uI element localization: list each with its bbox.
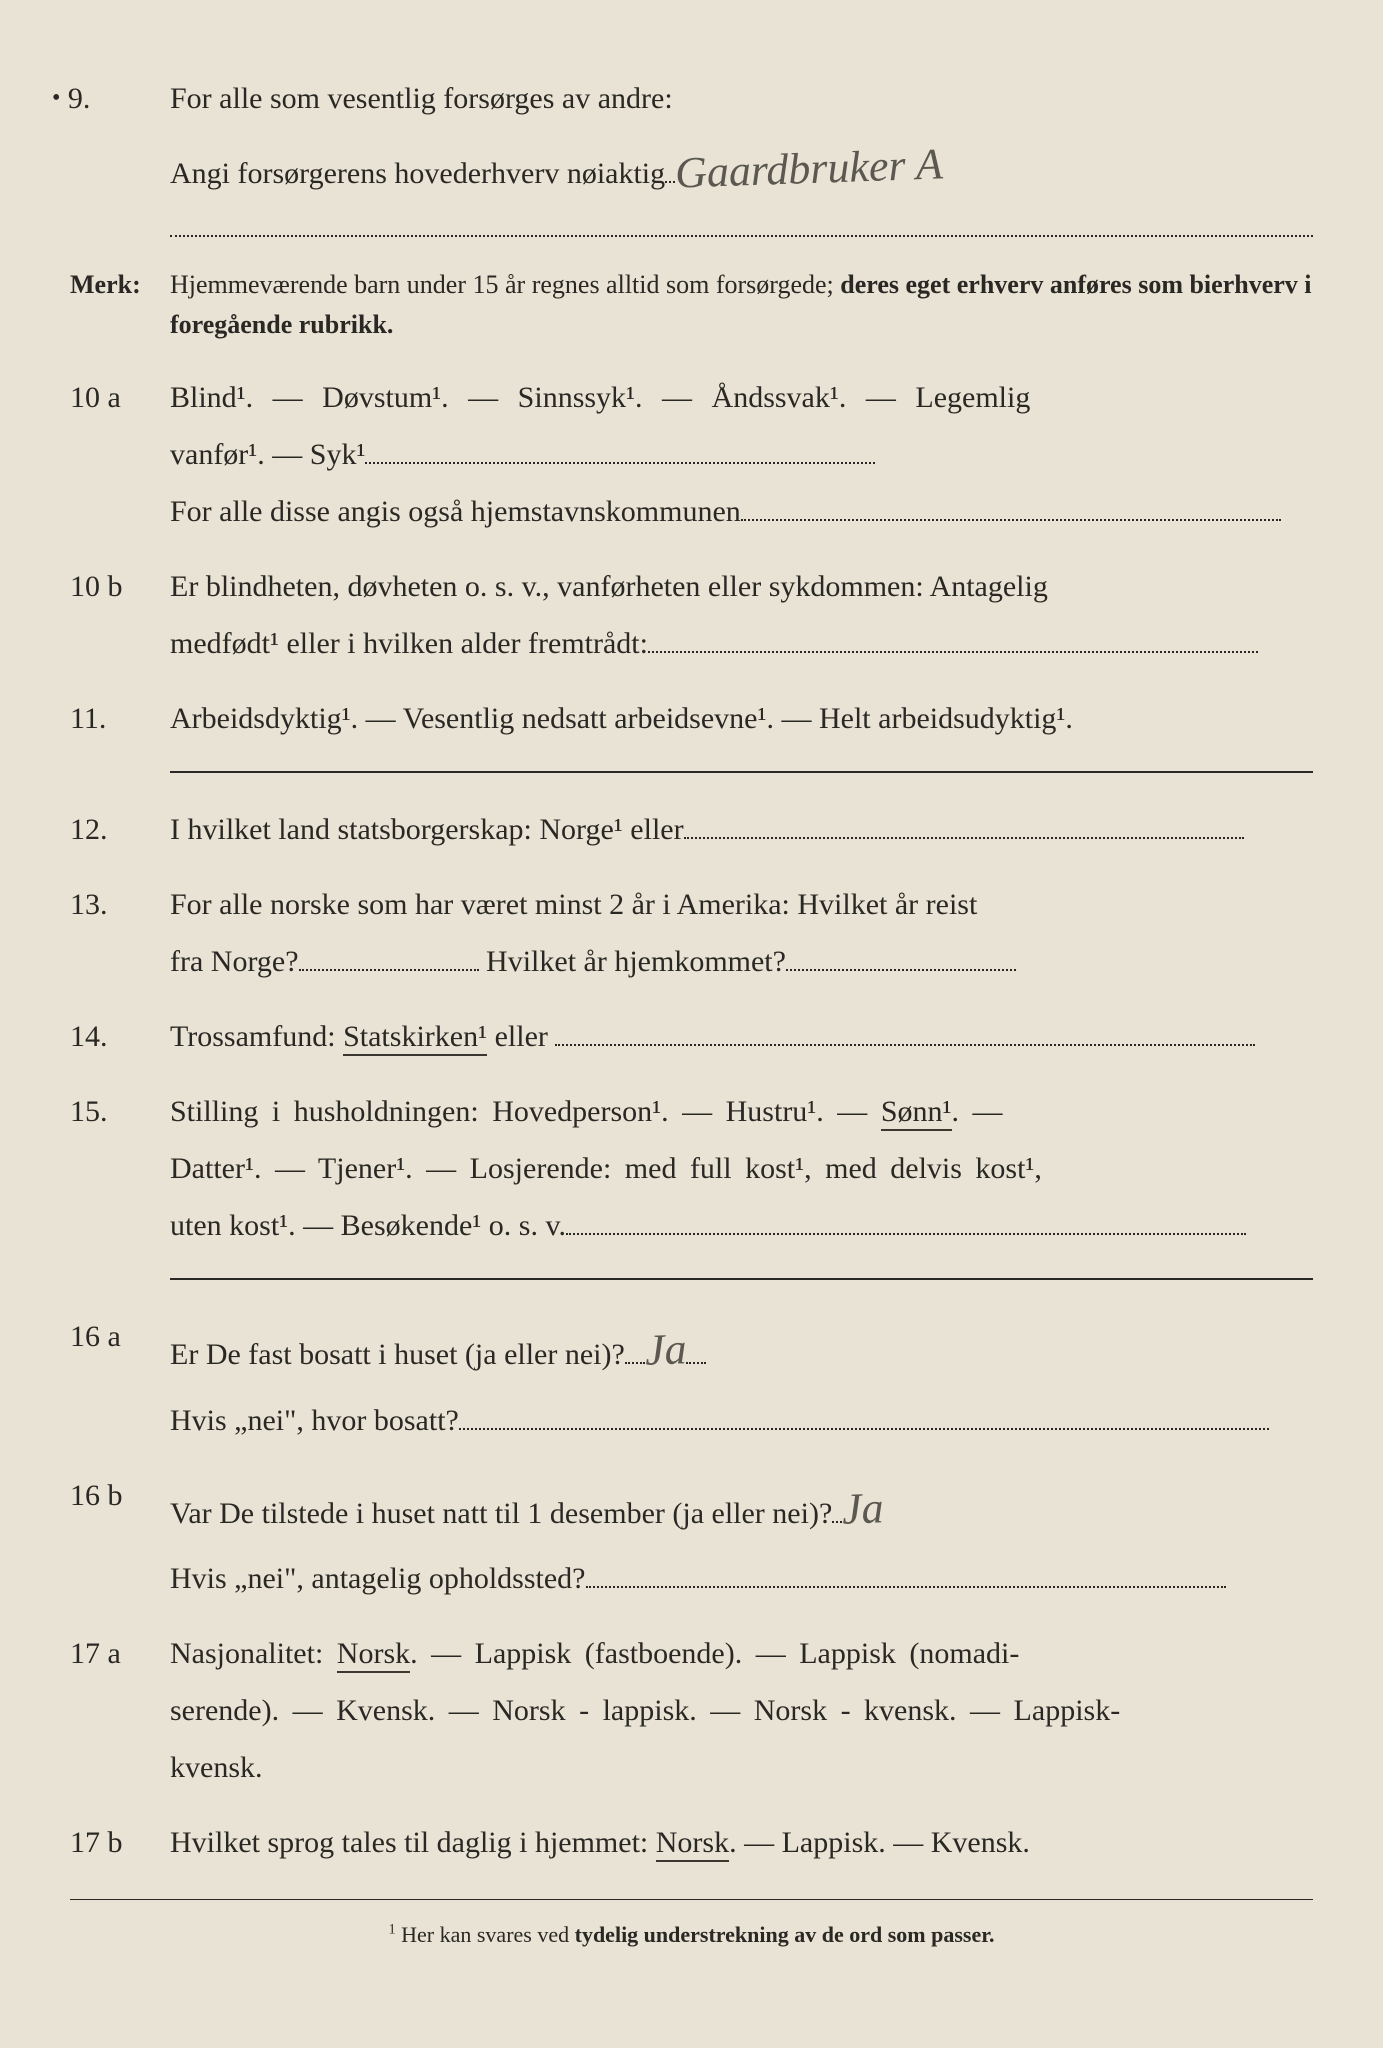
q17a-l2: serende). — Kvensk. — Norsk - lappisk. —…: [170, 1682, 1313, 1739]
q16b-l2: Hvis „nei", antagelig opholdssted?: [170, 1550, 1313, 1607]
q16b: 16 b Var De tilstede i huset natt til 1 …: [70, 1467, 1313, 1608]
merk-text: Hjemmeværende barn under 15 år regnes al…: [170, 265, 1313, 346]
q16a-content: Er De fast bosatt i huset (ja eller nei)…: [170, 1308, 1313, 1449]
q17a: 17 a Nasjonalitet: Norsk. — Lappisk (fas…: [70, 1625, 1313, 1796]
q16a-l2: Hvis „nei", hvor bosatt?: [170, 1392, 1313, 1449]
q10a-l1: Blind¹. — Døvstum¹. — Sinnssyk¹. — Åndss…: [170, 369, 1313, 426]
q16b-content: Var De tilstede i huset natt til 1 desem…: [170, 1467, 1313, 1608]
separator-1: [170, 235, 1313, 237]
separator-3: [170, 1278, 1313, 1280]
q10b-l2: medfødt¹ eller i hvilken alder fremtrådt…: [170, 615, 1313, 672]
q17a-l1: Nasjonalitet: Norsk. — Lappisk (fastboen…: [170, 1625, 1313, 1682]
q17a-underlined: Norsk: [337, 1637, 410, 1673]
q10a-l3: For alle disse angis også hjemstavnskomm…: [170, 483, 1313, 540]
q10b: 10 b Er blindheten, døvheten o. s. v., v…: [70, 558, 1313, 672]
q14-underlined: Statskirken¹: [343, 1020, 487, 1056]
q9: • 9. For alle som vesentlig forsørges av…: [70, 70, 1313, 211]
q15-l2: Datter¹. — Tjener¹. — Losjerende: med fu…: [170, 1140, 1313, 1197]
q16b-num: 16 b: [70, 1467, 170, 1608]
q13-content: For alle norske som har været minst 2 år…: [170, 876, 1313, 990]
q11-num: 11.: [70, 690, 170, 747]
q10b-content: Er blindheten, døvheten o. s. v., vanfør…: [170, 558, 1313, 672]
q10a: 10 a Blind¹. — Døvstum¹. — Sinnssyk¹. — …: [70, 369, 1313, 540]
q9-handwritten: Gaardbruker A: [674, 122, 944, 215]
q15-l1: Stilling i husholdningen: Hovedperson¹. …: [170, 1083, 1313, 1140]
q10a-l2: vanfør¹. — Syk¹: [170, 426, 1313, 483]
q10b-l1: Er blindheten, døvheten o. s. v., vanfør…: [170, 558, 1313, 615]
merk-label: Merk:: [70, 265, 170, 346]
q9-num: • 9.: [70, 70, 170, 211]
q13-num: 13.: [70, 876, 170, 990]
q15-content: Stilling i husholdningen: Hovedperson¹. …: [170, 1083, 1313, 1254]
q17b-l1: Hvilket sprog tales til daglig i hjemmet…: [170, 1814, 1313, 1871]
q9-line1: For alle som vesentlig forsørges av andr…: [170, 70, 1313, 127]
footnote: 1 Her kan svares ved tydelig understrekn…: [70, 1899, 1313, 1956]
q12-l1: I hvilket land statsborgerskap: Norge¹ e…: [170, 801, 1313, 858]
q17b: 17 b Hvilket sprog tales til daglig i hj…: [70, 1814, 1313, 1871]
merk: Merk: Hjemmeværende barn under 15 år reg…: [70, 265, 1313, 346]
q10b-num: 10 b: [70, 558, 170, 672]
q10a-num: 10 a: [70, 369, 170, 540]
q16b-l1: Var De tilstede i huset natt til 1 desem…: [170, 1467, 1313, 1551]
q13-l2: fra Norge? Hvilket år hjemkommet?: [170, 933, 1313, 990]
q15-underlined: Sønn¹: [881, 1095, 952, 1131]
q11-l1: Arbeidsdyktig¹. — Vesentlig nedsatt arbe…: [170, 690, 1313, 747]
q9-line2-pre: Angi forsørgerens hovederhverv nøiaktig: [170, 157, 665, 190]
q9-content: For alle som vesentlig forsørges av andr…: [170, 70, 1313, 211]
q17a-num: 17 a: [70, 1625, 170, 1796]
q17b-underlined: Norsk: [656, 1826, 729, 1862]
q16a: 16 a Er De fast bosatt i huset (ja eller…: [70, 1308, 1313, 1449]
q9-line2: Angi forsørgerens hovederhverv nøiaktigG…: [170, 127, 1313, 211]
q15-num: 15.: [70, 1083, 170, 1254]
separator-2: [170, 771, 1313, 773]
q13: 13. For alle norske som har været minst …: [70, 876, 1313, 990]
q11: 11. Arbeidsdyktig¹. — Vesentlig nedsatt …: [70, 690, 1313, 747]
q17b-num: 17 b: [70, 1814, 170, 1871]
q10a-content: Blind¹. — Døvstum¹. — Sinnssyk¹. — Åndss…: [170, 369, 1313, 540]
q12: 12. I hvilket land statsborgerskap: Norg…: [70, 801, 1313, 858]
q14-l1: Trossamfund: Statskirken¹ eller: [170, 1008, 1313, 1065]
q17a-l3: kvensk.: [170, 1739, 1313, 1796]
q16a-hand: Ja: [643, 1307, 687, 1392]
q15: 15. Stilling i husholdningen: Hovedperso…: [70, 1083, 1313, 1254]
q16a-l1: Er De fast bosatt i huset (ja eller nei)…: [170, 1308, 1313, 1392]
q12-num: 12.: [70, 801, 170, 858]
q13-l1: For alle norske som har været minst 2 år…: [170, 876, 1313, 933]
q16a-num: 16 a: [70, 1308, 170, 1449]
q14-num: 14.: [70, 1008, 170, 1065]
q14: 14. Trossamfund: Statskirken¹ eller: [70, 1008, 1313, 1065]
q15-l3: uten kost¹. — Besøkende¹ o. s. v.: [170, 1197, 1313, 1254]
q17a-content: Nasjonalitet: Norsk. — Lappisk (fastboen…: [170, 1625, 1313, 1796]
q16b-hand: Ja: [841, 1466, 885, 1551]
